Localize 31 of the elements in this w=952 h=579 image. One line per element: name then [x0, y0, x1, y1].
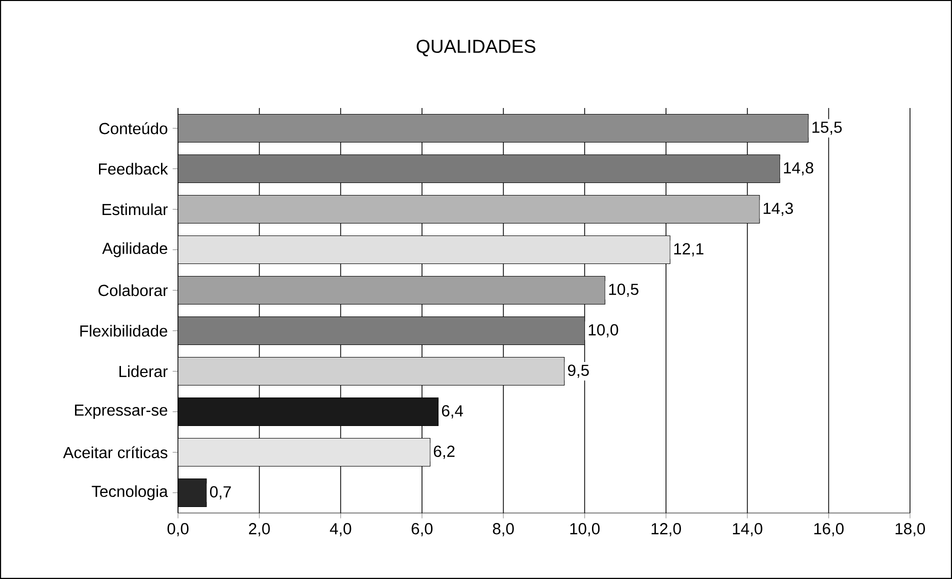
x-tick-label: 18,0: [896, 523, 925, 536]
data-label: 14,8: [784, 162, 814, 176]
x-tick-label: 2,0: [249, 523, 270, 536]
y-tick-label: Estimular: [102, 203, 168, 216]
data-label: 0,7: [210, 486, 231, 500]
y-tick-label: Tecnologia: [92, 485, 168, 500]
x-tick-label: 16,0: [814, 523, 844, 536]
x-tick-label: 12,0: [652, 523, 681, 536]
y-tick-label: Liderar: [119, 365, 168, 378]
x-tick-label: 4,0: [330, 523, 352, 536]
x-tick-label: 14,0: [732, 523, 762, 536]
y-tick-label: Aceitar críticas: [63, 446, 168, 458]
data-label: 10,5: [609, 284, 638, 297]
data-label: 12,1: [674, 243, 704, 256]
chart-title: QUALIDADES: [416, 40, 536, 56]
x-tick-label: 0,0: [168, 523, 189, 536]
x-tick-label: 6,0: [412, 523, 433, 536]
x-tick-label: 10,0: [570, 523, 600, 536]
data-label: 14,3: [764, 202, 793, 216]
data-label: 10,0: [588, 324, 618, 338]
y-tick-label: Agilidade: [102, 242, 168, 258]
data-label: 9,5: [568, 364, 589, 378]
y-tick-label: Colaborar: [98, 284, 168, 296]
data-label: 15,5: [812, 122, 842, 135]
data-label: 6,4: [442, 405, 463, 418]
x-tick-label: 8,0: [492, 523, 514, 536]
y-tick-label: Conteúdo: [99, 122, 168, 134]
y-tick-label: Feedback: [99, 162, 168, 175]
y-tick-label: Flexibilidade: [80, 324, 168, 337]
data-label: 6,2: [434, 446, 455, 459]
y-tick-label: Expressar-se: [75, 404, 168, 419]
